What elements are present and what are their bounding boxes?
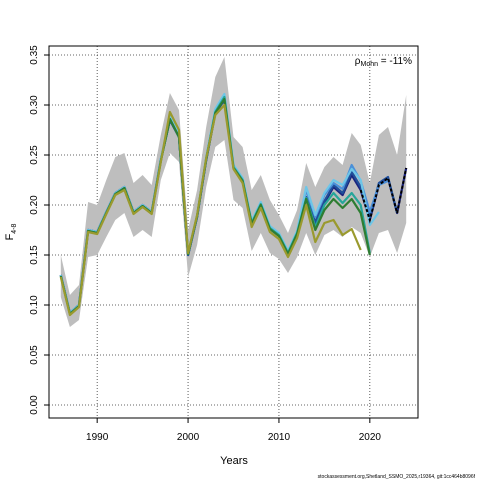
y-tick-label-4: 0.20 [29, 195, 40, 215]
mohn-rho-subscript: Mohn [360, 61, 378, 68]
confidence-band-group [60, 57, 407, 327]
y-tick-label-0: 0.00 [29, 395, 40, 415]
x-tick-label-2: 2010 [268, 432, 291, 443]
reference-dashed-line [359, 167, 408, 224]
y-axis-title-main: F [4, 233, 16, 240]
y-tick-label-6: 0.30 [29, 95, 40, 115]
mohn-rho-annotation: ρMohn = -11% [355, 56, 412, 68]
series-line-7 [59, 103, 362, 317]
y-axis-ticks: 0.00 0.05 0.10 0.15 0.20 0.25 0.30 0.35 [29, 45, 49, 415]
x-tick-label-0: 1990 [86, 432, 109, 443]
x-axis-ticks: 1990 2000 2010 2020 [86, 418, 381, 443]
mohn-rho-value: = -11% [378, 56, 412, 67]
y-tick-label-5: 0.25 [29, 145, 40, 165]
mohn-rho-symbol: ρ [355, 56, 361, 67]
y-tick-label-1: 0.05 [29, 345, 40, 365]
y-tick-label-3: 0.15 [29, 245, 40, 265]
plot-frame [48, 45, 419, 419]
y-axis-title: F4-8 [4, 223, 18, 240]
series-lines-group [59, 92, 408, 317]
y-tick-label-2: 0.10 [29, 295, 40, 315]
x-tick-label-1: 2000 [177, 432, 200, 443]
confidence-band [60, 57, 407, 327]
footer-credit: stockassessment.org,Shetland_SSMO_2025,r… [318, 474, 476, 480]
y-axis-title-sub: 4-8 [11, 223, 18, 233]
y-tick-label-7: 0.35 [29, 45, 40, 65]
x-tick-label-3: 2020 [359, 432, 382, 443]
x-axis-title: Years [220, 455, 248, 467]
